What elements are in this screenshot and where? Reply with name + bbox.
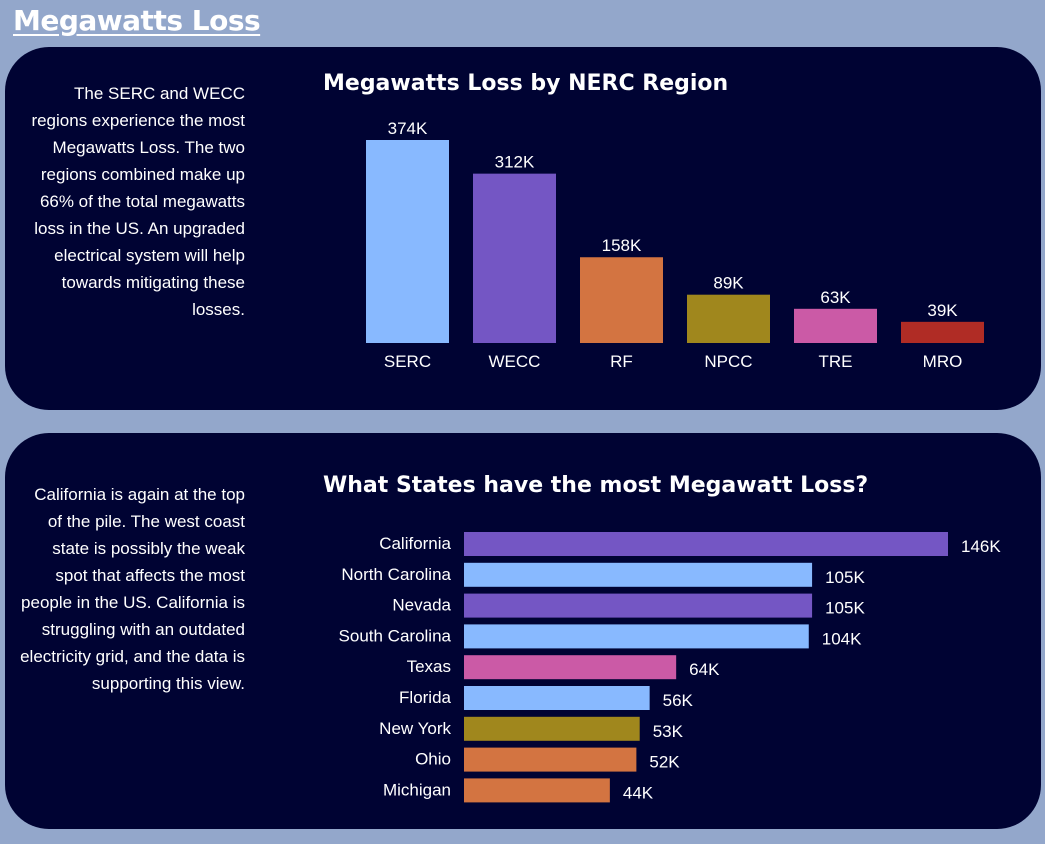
data-label-nevada: 105K	[825, 599, 865, 618]
data-label-north-carolina: 105K	[825, 568, 865, 587]
category-label-new-york: New York	[379, 719, 451, 738]
category-label-nevada: Nevada	[392, 596, 451, 615]
data-label-wecc: 312K	[495, 153, 535, 172]
page-title: Megawatts Loss	[13, 4, 261, 37]
region-description: The SERC and WECC regions experience the…	[31, 84, 245, 319]
region-chart-title: Megawatts Loss by NERC Region	[323, 71, 729, 96]
data-label-ohio: 52K	[649, 753, 680, 772]
region-bar-chart: 374K SERC 312K WECC 158K RF 89K NPCC 63K TRE 39K MR…	[366, 119, 984, 371]
data-label-mro: 39K	[927, 301, 958, 320]
data-label-npcc: 89K	[713, 274, 744, 293]
category-label-wecc: WECC	[489, 352, 541, 371]
bar-florida	[464, 686, 650, 710]
data-label-south-carolina: 104K	[822, 629, 862, 648]
data-label-california: 146K	[961, 537, 1001, 556]
category-label-ohio: Ohio	[415, 750, 451, 769]
bar-tre	[794, 308, 877, 343]
category-label-rf: RF	[610, 352, 633, 371]
bar-new-york	[464, 716, 640, 741]
state-description: California is again at the top of the pi…	[20, 485, 245, 693]
bar-north-carolina	[464, 562, 813, 587]
bar-wecc	[473, 173, 556, 343]
bar-nevada	[464, 593, 813, 618]
state-panel: California is again at the top of the pi…	[5, 433, 1041, 829]
bar-rf	[580, 257, 663, 343]
bar-mro	[901, 321, 984, 343]
data-label-tre: 63K	[820, 288, 851, 307]
bar-serc	[366, 140, 449, 343]
bar-npcc	[687, 294, 770, 343]
bar-michigan	[464, 778, 610, 803]
data-label-michigan: 44K	[623, 783, 654, 802]
data-label-serc: 374K	[388, 119, 428, 138]
bar-texas	[464, 655, 677, 680]
category-label-north-carolina: North Carolina	[341, 565, 451, 584]
category-label-texas: Texas	[407, 657, 451, 676]
data-label-rf: 158K	[602, 236, 642, 255]
category-label-florida: Florida	[399, 688, 452, 707]
region-panel: The SERC and WECC regions experience the…	[5, 47, 1041, 410]
data-label-new-york: 53K	[653, 722, 684, 741]
category-label-south-carolina: South Carolina	[339, 626, 452, 645]
data-label-florida: 56K	[663, 691, 694, 710]
category-label-serc: SERC	[384, 352, 431, 371]
state-chart-title: What States have the most Megawatt Loss?	[323, 473, 869, 498]
state-bar-chart: California 146K North Carolina 105K Nevada 10…	[339, 532, 1001, 803]
category-label-tre: TRE	[819, 352, 853, 371]
bar-california	[464, 532, 948, 556]
category-label-mro: MRO	[923, 352, 963, 371]
category-label-california: California	[379, 534, 451, 553]
category-label-npcc: NPCC	[704, 352, 752, 371]
data-label-texas: 64K	[689, 660, 720, 679]
category-label-michigan: Michigan	[383, 780, 451, 799]
bar-ohio	[464, 747, 637, 772]
bar-south-carolina	[464, 624, 809, 649]
